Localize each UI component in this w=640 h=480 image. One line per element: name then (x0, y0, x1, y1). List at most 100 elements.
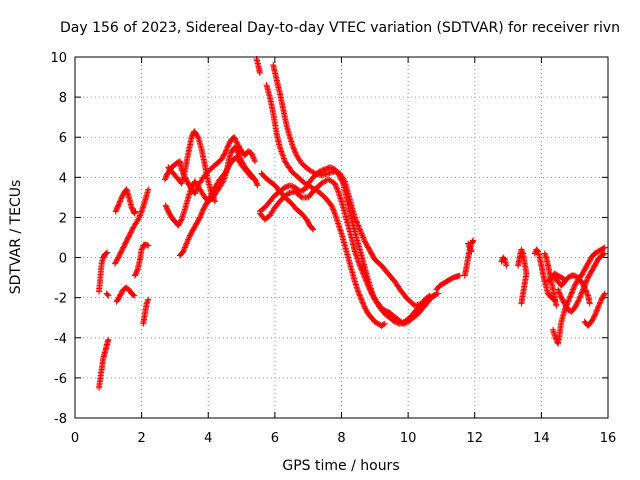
data-point (207, 193, 214, 200)
data-point (601, 290, 608, 297)
data-point (498, 258, 505, 265)
data-point (136, 212, 143, 219)
data-point (357, 227, 364, 234)
data-point (254, 182, 261, 189)
data-point (335, 171, 342, 178)
data-point (138, 246, 145, 253)
data-point (331, 209, 338, 216)
data-point (180, 248, 187, 255)
data-point (367, 287, 374, 294)
data-point (249, 151, 256, 158)
data-point (565, 297, 572, 304)
data-point (232, 136, 239, 143)
data-point (123, 238, 130, 245)
data-point (561, 276, 568, 283)
data-point (338, 176, 345, 183)
data-point (247, 173, 254, 180)
data-point (567, 291, 574, 298)
data-point (206, 194, 213, 201)
data-point (555, 286, 562, 293)
series-arc-29 (581, 290, 608, 329)
data-point (600, 251, 607, 258)
data-point (359, 298, 366, 305)
x-tick-label: 12 (466, 431, 483, 446)
data-point (210, 186, 217, 193)
data-point (577, 291, 584, 298)
data-point (359, 269, 366, 276)
y-tick-label: 10 (50, 51, 67, 66)
data-point (331, 180, 338, 187)
data-point (361, 303, 368, 310)
x-tick-label: 8 (337, 431, 345, 446)
data-point (131, 209, 138, 216)
data-point (519, 249, 526, 256)
data-point (334, 187, 341, 194)
data-point (360, 270, 367, 277)
data-point (592, 311, 599, 318)
data-point (102, 250, 109, 257)
data-point (359, 231, 366, 238)
data-point (183, 240, 190, 247)
data-point (181, 245, 188, 252)
data-point (582, 285, 589, 292)
data-point (568, 289, 575, 296)
data-point (199, 209, 206, 216)
data-point (291, 148, 298, 155)
data-point (145, 186, 152, 193)
y-tick-label: 6 (59, 131, 67, 146)
data-point (250, 154, 257, 161)
data-point (233, 138, 240, 145)
data-point (209, 189, 216, 196)
series-arc-13 (253, 56, 263, 77)
data-point (355, 288, 362, 295)
data-point (465, 240, 472, 247)
data-point (114, 203, 121, 210)
data-point (369, 291, 376, 298)
series-arc-20 (461, 237, 477, 279)
data-point (291, 146, 298, 153)
data-point (290, 145, 297, 152)
series-arc-07 (131, 241, 152, 279)
data-point (467, 247, 474, 254)
data-point (567, 293, 574, 300)
data-point (356, 291, 363, 298)
data-point (130, 291, 137, 298)
data-point (366, 286, 373, 293)
data-point (557, 291, 564, 298)
data-point (120, 244, 127, 251)
data-point (365, 283, 372, 290)
data-point (583, 288, 590, 295)
series-arc-30 (545, 270, 568, 285)
series-arc-22 (498, 254, 510, 269)
data-point (357, 263, 364, 270)
data-point (182, 243, 189, 250)
x-axis-label: GPS time / hours (282, 458, 399, 474)
data-point (122, 240, 129, 247)
data-point (223, 146, 230, 153)
data-point (137, 211, 144, 218)
data-point (224, 143, 231, 150)
data-point (380, 321, 387, 328)
data-point (592, 310, 599, 317)
data-marks (95, 56, 608, 391)
data-point (251, 156, 258, 163)
data-point (595, 304, 602, 311)
data-point (333, 184, 340, 191)
data-point (577, 293, 584, 300)
data-point (132, 208, 139, 215)
data-point (335, 170, 342, 177)
data-point (503, 262, 510, 269)
data-point (425, 293, 432, 300)
y-tick-label: -4 (54, 332, 67, 347)
data-point (249, 152, 256, 159)
data-point (357, 265, 364, 272)
data-point (234, 140, 241, 147)
data-point (465, 241, 472, 248)
data-point (574, 299, 581, 306)
data-point (339, 179, 346, 186)
data-point (136, 213, 143, 220)
data-point (576, 296, 583, 303)
data-point (254, 181, 261, 188)
data-point (500, 255, 507, 262)
